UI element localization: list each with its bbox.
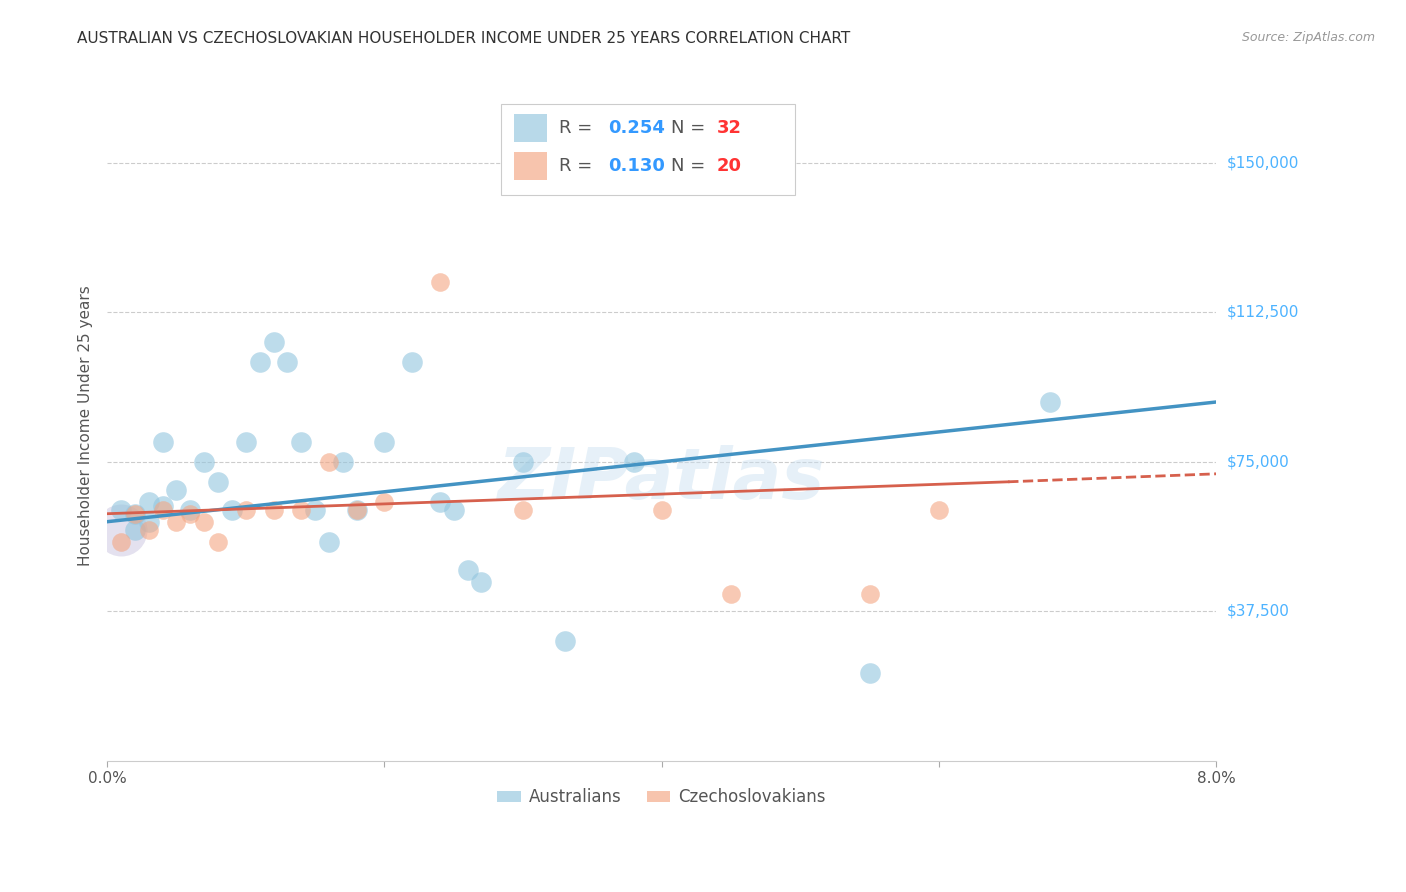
Point bbox=[152, 502, 174, 516]
Point bbox=[554, 634, 576, 648]
Point bbox=[623, 455, 645, 469]
Point bbox=[110, 502, 132, 516]
Point bbox=[429, 276, 451, 290]
Point bbox=[429, 495, 451, 509]
Point bbox=[720, 586, 742, 600]
Point bbox=[124, 523, 146, 537]
Text: N =: N = bbox=[671, 120, 710, 137]
Point bbox=[235, 502, 257, 516]
Point bbox=[179, 502, 201, 516]
FancyBboxPatch shape bbox=[515, 152, 547, 180]
Text: R =: R = bbox=[558, 120, 598, 137]
Point bbox=[249, 355, 271, 369]
Point bbox=[401, 355, 423, 369]
Point bbox=[193, 455, 215, 469]
Point bbox=[651, 502, 673, 516]
Point bbox=[318, 534, 340, 549]
Point bbox=[470, 574, 492, 589]
FancyBboxPatch shape bbox=[501, 104, 794, 194]
Point bbox=[373, 495, 395, 509]
Point bbox=[276, 355, 298, 369]
Point bbox=[207, 475, 229, 489]
Text: 0.130: 0.130 bbox=[609, 157, 665, 175]
Point bbox=[318, 455, 340, 469]
Point bbox=[346, 502, 368, 516]
Text: Source: ZipAtlas.com: Source: ZipAtlas.com bbox=[1241, 31, 1375, 45]
Point bbox=[858, 666, 880, 681]
Text: R =: R = bbox=[558, 157, 598, 175]
Point bbox=[512, 502, 534, 516]
Point bbox=[443, 502, 465, 516]
Point bbox=[207, 534, 229, 549]
Text: 20: 20 bbox=[717, 157, 742, 175]
Point bbox=[263, 335, 285, 350]
FancyBboxPatch shape bbox=[515, 114, 547, 143]
Point bbox=[138, 515, 160, 529]
Text: ZIPatlas: ZIPatlas bbox=[498, 445, 825, 514]
Legend: Australians, Czechoslovakians: Australians, Czechoslovakians bbox=[491, 781, 832, 814]
Text: $112,500: $112,500 bbox=[1227, 305, 1299, 319]
Point bbox=[373, 434, 395, 449]
Point bbox=[152, 434, 174, 449]
Point bbox=[346, 502, 368, 516]
Point bbox=[512, 455, 534, 469]
Point bbox=[235, 434, 257, 449]
Point bbox=[166, 483, 188, 497]
Point bbox=[138, 495, 160, 509]
Text: N =: N = bbox=[671, 157, 710, 175]
Point bbox=[263, 502, 285, 516]
Point bbox=[124, 507, 146, 521]
Point bbox=[193, 515, 215, 529]
Text: $75,000: $75,000 bbox=[1227, 454, 1289, 469]
Point bbox=[1039, 395, 1062, 409]
Point bbox=[179, 507, 201, 521]
Point bbox=[858, 586, 880, 600]
Point bbox=[110, 534, 132, 549]
Point bbox=[152, 499, 174, 513]
Point bbox=[332, 455, 354, 469]
Point bbox=[221, 502, 243, 516]
Point bbox=[124, 507, 146, 521]
Point bbox=[928, 502, 950, 516]
Text: $150,000: $150,000 bbox=[1227, 155, 1299, 170]
Text: 0.254: 0.254 bbox=[609, 120, 665, 137]
Point bbox=[138, 523, 160, 537]
Point bbox=[304, 502, 326, 516]
Point bbox=[290, 502, 312, 516]
Text: 32: 32 bbox=[717, 120, 742, 137]
Y-axis label: Householder Income Under 25 years: Householder Income Under 25 years bbox=[79, 285, 93, 566]
Text: $37,500: $37,500 bbox=[1227, 604, 1291, 619]
Point bbox=[290, 434, 312, 449]
Point bbox=[110, 523, 132, 537]
Point bbox=[166, 515, 188, 529]
Text: AUSTRALIAN VS CZECHOSLOVAKIAN HOUSEHOLDER INCOME UNDER 25 YEARS CORRELATION CHAR: AUSTRALIAN VS CZECHOSLOVAKIAN HOUSEHOLDE… bbox=[77, 31, 851, 46]
Point bbox=[457, 563, 479, 577]
